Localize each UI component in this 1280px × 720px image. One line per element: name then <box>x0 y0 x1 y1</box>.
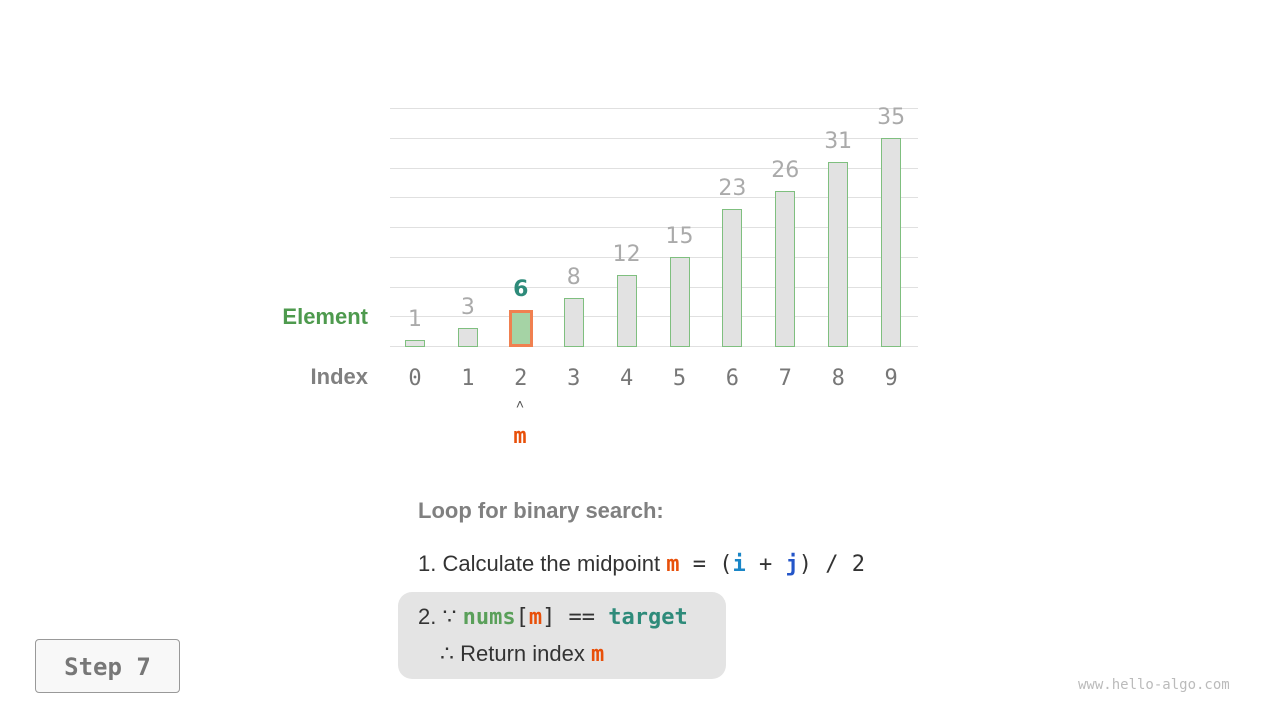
step2-text: 2. ∵ <box>418 604 463 629</box>
value-label: 31 <box>824 128 853 154</box>
loop-title: Loop for binary search: <box>418 498 664 523</box>
watermark: www.hello-algo.com <box>1078 677 1230 693</box>
gridline <box>390 316 918 318</box>
gridline <box>390 167 918 169</box>
bracket-right: ] <box>542 605 556 630</box>
bar-0 <box>405 340 425 347</box>
index-label: 4 <box>619 366 634 391</box>
var-nums: nums <box>462 605 516 630</box>
step1-line: 1. Calculate the midpoint m = (i + j) / … <box>418 551 865 577</box>
step2-conclusion: ∴ Return index m <box>440 641 604 667</box>
pointer-arrow-icon: ˄ <box>515 396 525 412</box>
step2-highlight-box <box>398 592 726 679</box>
bar-8 <box>828 161 849 347</box>
gridline <box>390 256 918 258</box>
bar-7 <box>775 191 796 347</box>
pointer-m-label: m <box>513 424 527 449</box>
gridline <box>390 108 918 109</box>
gridline <box>390 227 918 228</box>
index-label: 1 <box>461 366 475 391</box>
value-label: 26 <box>771 158 800 184</box>
value-label: 8 <box>566 265 581 291</box>
element-row-label: Element <box>282 304 368 329</box>
var-i: i <box>732 552 746 577</box>
op-plus: + <box>745 552 786 577</box>
gridline <box>390 137 918 139</box>
var-m: m <box>528 605 543 630</box>
step2-line: 2. ∵ nums[m] == target <box>418 604 688 630</box>
value-label: 6 <box>513 277 529 303</box>
index-label: 6 <box>725 366 740 391</box>
gridline <box>390 346 918 347</box>
var-j: j <box>785 552 799 577</box>
value-label: 3 <box>460 295 475 321</box>
bar-5 <box>669 256 690 347</box>
bar-4 <box>616 274 637 347</box>
step-button[interactable]: Step 7 <box>35 639 180 693</box>
op-div: ) / 2 <box>798 552 865 577</box>
value-label: 23 <box>718 176 747 202</box>
var-m: m <box>590 642 605 667</box>
var-target: target <box>608 605 688 630</box>
index-row-label: Index <box>310 364 368 389</box>
bracket-left: [ <box>515 605 529 630</box>
index-label: 2 <box>514 366 528 391</box>
value-label: 15 <box>665 223 694 249</box>
index-label: 9 <box>884 366 898 391</box>
op-eq: = ( <box>679 552 733 577</box>
index-label: 5 <box>672 366 687 391</box>
bar-6 <box>722 209 743 347</box>
var-m: m <box>666 552 680 577</box>
index-label: 8 <box>831 366 845 391</box>
conclusion-text: ∴ Return index <box>440 641 591 666</box>
index-label: 7 <box>778 366 792 391</box>
bar-1 <box>457 328 478 347</box>
step1-text: 1. Calculate the midpoint <box>418 551 667 576</box>
op-equals: == <box>555 605 609 630</box>
gridline <box>390 286 918 288</box>
value-label: 12 <box>612 241 641 267</box>
value-label: 35 <box>877 104 906 130</box>
value-label: 1 <box>408 307 422 333</box>
bar-9 <box>881 137 902 347</box>
index-label: 0 <box>408 366 422 391</box>
bar-3 <box>563 298 584 347</box>
index-label: 3 <box>567 366 581 391</box>
gridline <box>390 197 918 199</box>
bar-2 <box>508 310 533 347</box>
